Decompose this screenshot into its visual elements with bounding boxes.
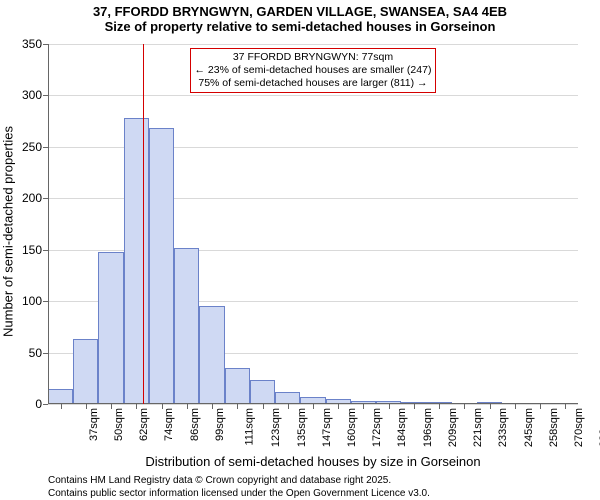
x-tick-label: 99sqm bbox=[214, 408, 226, 441]
histogram-bar bbox=[250, 380, 275, 404]
x-tick-label: 270sqm bbox=[573, 408, 585, 447]
x-tick-label: 209sqm bbox=[447, 408, 459, 447]
footer-caption: Contains HM Land Registry data © Crown c… bbox=[48, 474, 430, 500]
x-tick-label: 233sqm bbox=[498, 408, 510, 447]
x-tick-mark bbox=[86, 404, 87, 409]
x-tick-mark bbox=[338, 404, 339, 409]
x-tick-label: 184sqm bbox=[397, 408, 409, 447]
x-tick-mark bbox=[212, 404, 213, 409]
x-tick-label: 172sqm bbox=[371, 408, 383, 447]
annotation-line-2: ← 23% of semi-detached houses are smalle… bbox=[195, 64, 432, 77]
x-tick-mark bbox=[515, 404, 516, 409]
histogram-bar bbox=[48, 389, 73, 404]
x-tick-mark bbox=[136, 404, 137, 409]
x-tick-mark bbox=[263, 404, 264, 409]
chart-container: 37, FFORDD BRYNGWYN, GARDEN VILLAGE, SWA… bbox=[0, 0, 600, 500]
histogram-bar bbox=[174, 248, 199, 404]
x-tick-label: 86sqm bbox=[189, 408, 201, 441]
x-tick-label: 74sqm bbox=[163, 408, 175, 441]
y-axis-line bbox=[48, 44, 49, 404]
histogram-bar bbox=[199, 306, 224, 404]
histogram-bar bbox=[73, 339, 98, 404]
x-tick-mark bbox=[61, 404, 62, 409]
x-tick-label: 135sqm bbox=[296, 408, 308, 447]
histogram-bar bbox=[98, 252, 123, 404]
y-tick-label: 100 bbox=[22, 294, 48, 308]
x-tick-mark bbox=[490, 404, 491, 409]
y-tick-label: 50 bbox=[29, 346, 48, 360]
histogram-bar bbox=[225, 368, 250, 404]
gridline bbox=[48, 44, 578, 45]
histogram-bar bbox=[149, 128, 174, 404]
x-tick-mark bbox=[162, 404, 163, 409]
x-tick-label: 221sqm bbox=[472, 408, 484, 447]
histogram-bar bbox=[124, 118, 149, 404]
y-axis-label: Number of semi-detached properties bbox=[1, 52, 16, 412]
x-tick-mark bbox=[288, 404, 289, 409]
annotation-box: 37 FFORDD BRYNGWYN: 77sqm← 23% of semi-d… bbox=[190, 48, 437, 93]
x-tick-label: 147sqm bbox=[321, 408, 333, 447]
x-tick-label: 62sqm bbox=[138, 408, 150, 441]
x-axis-label: Distribution of semi-detached houses by … bbox=[48, 454, 578, 469]
annotation-line-1: 37 FFORDD BRYNGWYN: 77sqm bbox=[195, 51, 432, 64]
x-tick-mark bbox=[111, 404, 112, 409]
x-axis-line bbox=[48, 403, 578, 404]
x-tick-label: 111sqm bbox=[244, 408, 256, 446]
plot-area: 05010015020025030035037sqm50sqm62sqm74sq… bbox=[48, 44, 578, 404]
x-tick-label: 196sqm bbox=[422, 408, 434, 447]
y-tick-label: 350 bbox=[22, 37, 48, 51]
x-tick-label: 160sqm bbox=[346, 408, 358, 447]
x-tick-mark bbox=[187, 404, 188, 409]
y-tick-label: 0 bbox=[35, 397, 48, 411]
x-tick-label: 50sqm bbox=[113, 408, 125, 441]
annotation-line-3: 75% of semi-detached houses are larger (… bbox=[195, 77, 432, 90]
x-tick-mark bbox=[313, 404, 314, 409]
x-tick-label: 245sqm bbox=[523, 408, 535, 447]
x-tick-mark bbox=[363, 404, 364, 409]
x-tick-mark bbox=[540, 404, 541, 409]
x-tick-mark bbox=[565, 404, 566, 409]
y-tick-label: 300 bbox=[22, 88, 48, 102]
y-tick-label: 200 bbox=[22, 191, 48, 205]
caption-line-1: Contains HM Land Registry data © Crown c… bbox=[48, 474, 430, 487]
x-tick-mark bbox=[237, 404, 238, 409]
reference-line bbox=[143, 44, 144, 404]
chart-title: 37, FFORDD BRYNGWYN, GARDEN VILLAGE, SWA… bbox=[0, 4, 600, 34]
x-tick-label: 37sqm bbox=[88, 408, 100, 441]
title-line-1: 37, FFORDD BRYNGWYN, GARDEN VILLAGE, SWA… bbox=[0, 4, 600, 19]
x-tick-mark bbox=[414, 404, 415, 409]
y-tick-label: 150 bbox=[22, 243, 48, 257]
gridline bbox=[48, 95, 578, 96]
x-tick-label: 258sqm bbox=[548, 408, 560, 447]
x-tick-mark bbox=[464, 404, 465, 409]
x-tick-mark bbox=[389, 404, 390, 409]
x-tick-label: 123sqm bbox=[270, 408, 282, 447]
caption-line-2: Contains public sector information licen… bbox=[48, 487, 430, 500]
y-tick-label: 250 bbox=[22, 140, 48, 154]
x-tick-mark bbox=[439, 404, 440, 409]
title-line-2: Size of property relative to semi-detach… bbox=[0, 19, 600, 34]
